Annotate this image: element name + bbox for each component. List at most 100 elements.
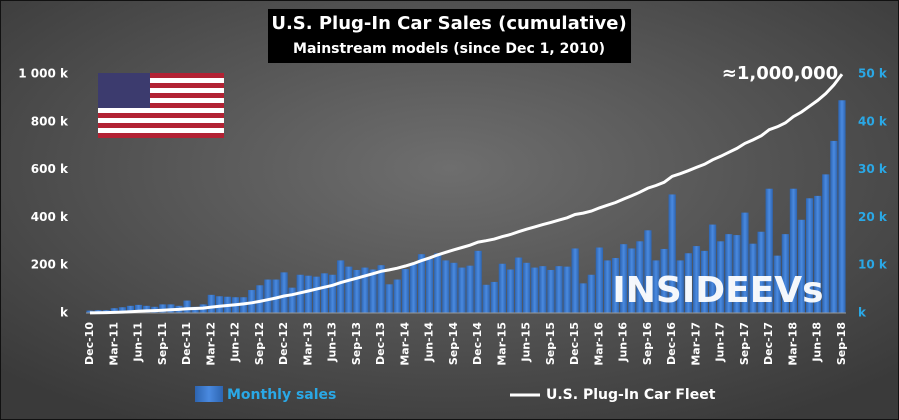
bar (474, 250, 482, 313)
bar (434, 253, 442, 313)
bar (450, 262, 458, 313)
x-tick-label: Dec-11 (180, 322, 193, 365)
bar (547, 269, 555, 313)
x-tick-label: Sep-12 (253, 322, 266, 365)
bar (539, 266, 547, 313)
bar (337, 260, 345, 313)
bar (377, 265, 385, 313)
bar (264, 279, 272, 313)
x-tick-label: Jun-18 (811, 322, 824, 363)
x-tick-label: Sep-15 (544, 322, 557, 365)
annotation: ≈1,000,000 (722, 63, 838, 84)
bar (215, 296, 224, 313)
y-tick-label: 600 k (31, 162, 69, 176)
bar (369, 269, 377, 313)
bar (684, 253, 692, 313)
bar (692, 246, 701, 313)
bar (733, 235, 741, 313)
bar (498, 263, 507, 313)
bar (312, 276, 321, 313)
bar (522, 262, 531, 313)
x-tick-label: Dec-17 (762, 322, 775, 365)
bar (280, 272, 288, 313)
bar (425, 258, 434, 313)
bar (207, 294, 215, 313)
x-tick-label: Jun-13 (326, 322, 339, 363)
bar (256, 285, 264, 313)
x-tick-label: Dec-10 (83, 322, 96, 365)
x-tick-label: Jun-17 (714, 322, 727, 363)
y-tick-label: 400 k (31, 210, 69, 224)
bar (401, 269, 410, 313)
bar (417, 254, 426, 313)
x-tick-label: Sep-17 (738, 322, 751, 365)
bar (118, 307, 127, 313)
bar (620, 244, 628, 313)
x-tick-label: Jun-15 (520, 322, 533, 363)
bar (506, 269, 515, 313)
bar (320, 273, 329, 313)
x-tick-label: Dec-13 (374, 322, 387, 365)
bar (741, 212, 749, 313)
x-tick-label: Mar-14 (398, 322, 411, 366)
x-tick-label: Mar-12 (204, 322, 217, 366)
x-tick-label: Dec-15 (568, 322, 581, 365)
bar (579, 283, 587, 313)
legend-swatch (195, 386, 223, 402)
bar (676, 260, 684, 313)
bar (288, 287, 296, 313)
y2-tick-label: 40 k (858, 114, 888, 128)
bar (797, 219, 806, 313)
x-tick-label: Jun-14 (423, 322, 436, 363)
y-tick-label: k (60, 306, 69, 320)
x-tick-label: Sep-16 (641, 322, 654, 365)
bar (765, 188, 773, 313)
bar (636, 241, 644, 313)
line (89, 73, 844, 315)
legend-label: Monthly sales (227, 387, 336, 403)
y-tick-label: 1 000 k (18, 67, 69, 81)
bar (595, 247, 604, 313)
bar (708, 224, 717, 313)
x-tick-label: Mar-17 (689, 322, 702, 366)
bar (822, 174, 830, 313)
bar (393, 279, 401, 313)
watermark: INSIDEEVs (612, 270, 823, 311)
bar (466, 265, 474, 313)
y2-tick-label: 10 k (858, 258, 888, 272)
bar (749, 243, 757, 313)
y-tick-label: 800 k (31, 114, 69, 128)
x-tick-label: Sep-13 (350, 322, 363, 365)
bar (587, 274, 595, 313)
bar (725, 234, 733, 313)
y2-tick-label: 20 k (858, 210, 888, 224)
bar (183, 300, 191, 313)
bar (514, 257, 523, 313)
bar (611, 258, 620, 313)
bar (272, 279, 280, 313)
x-tick-label: Mar-13 (301, 322, 314, 366)
flag (98, 73, 224, 138)
bar (571, 248, 579, 313)
x-tick-label: Sep-18 (835, 322, 848, 365)
bar (814, 195, 822, 313)
bar (652, 260, 660, 313)
bar (781, 234, 790, 313)
bar (490, 281, 498, 313)
bar (385, 284, 393, 313)
x-tick-label: Jun-11 (132, 322, 145, 363)
x-tick-label: Mar-15 (495, 322, 508, 366)
y2-tick-label: 50 k (858, 67, 888, 81)
bar (757, 231, 765, 313)
bar (644, 230, 652, 313)
bar (304, 275, 312, 313)
bar (773, 255, 781, 313)
x-tick-label: Jun-12 (229, 322, 242, 363)
bar (353, 269, 361, 313)
chart-title: U.S. Plug-In Car Sales (cumulative) (271, 13, 626, 34)
x-tick-label: Mar-11 (107, 322, 120, 366)
x-tick-label: Dec-16 (665, 322, 678, 365)
y2-tick-label: k (858, 306, 867, 320)
